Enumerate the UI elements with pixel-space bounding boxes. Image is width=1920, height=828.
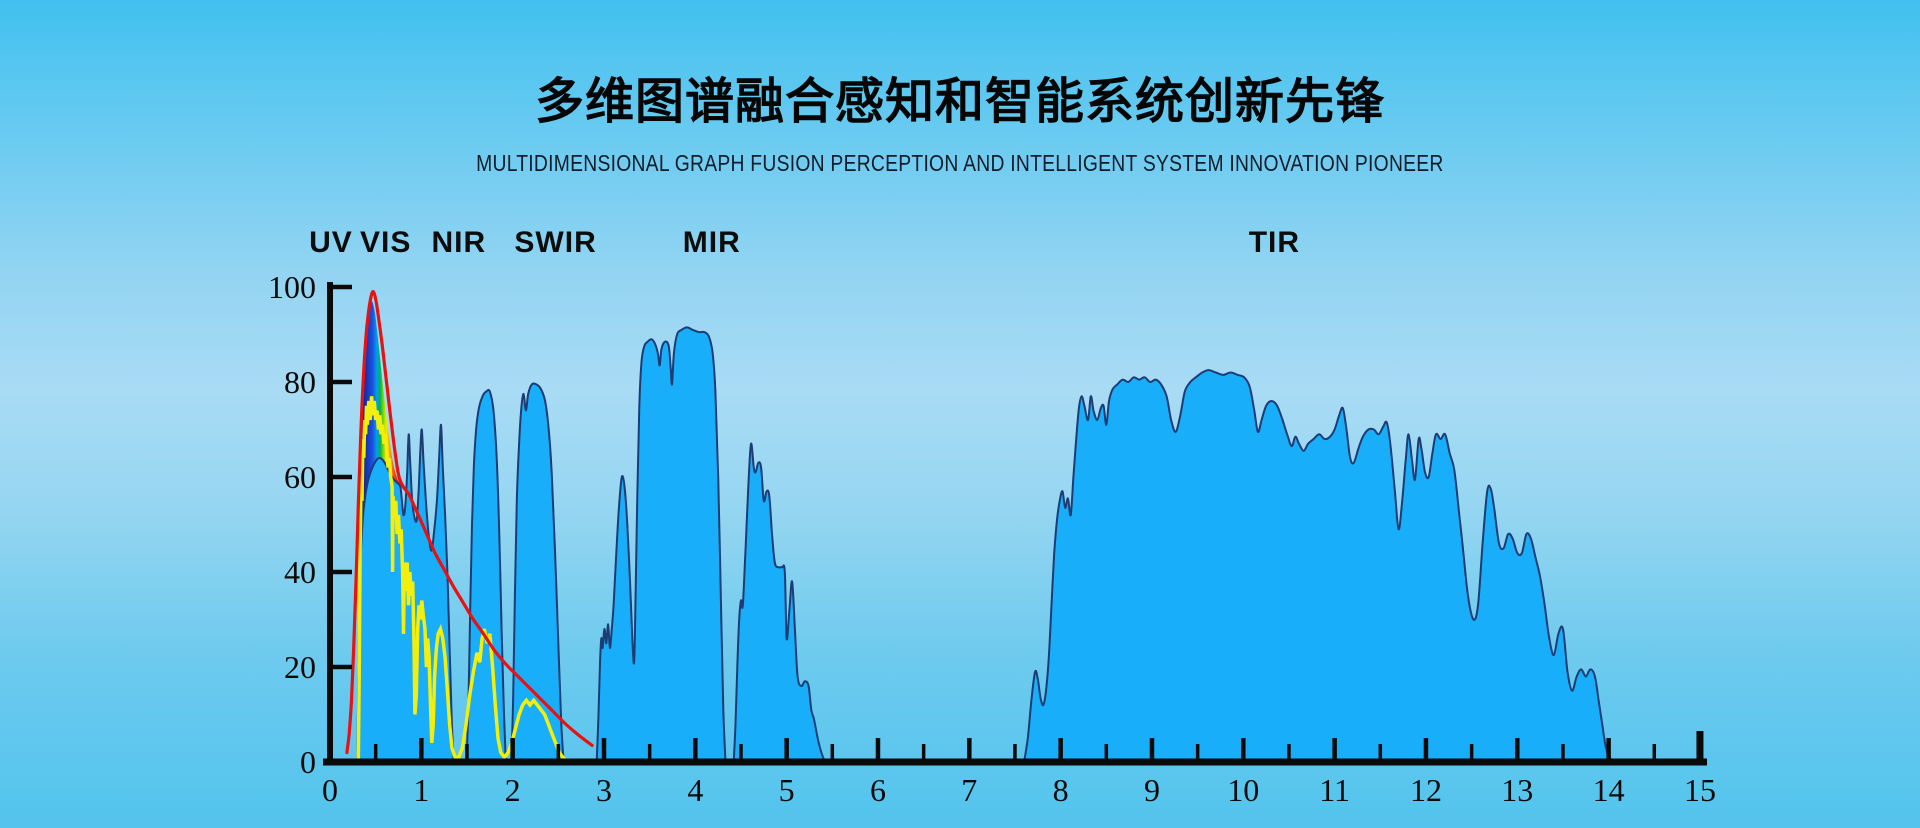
y-tick-label: 40 [284, 554, 316, 590]
x-tick-label: 10 [1227, 772, 1259, 808]
blackbody-curve [345, 290, 594, 755]
transmission-window-4 [595, 326, 727, 763]
y-tick-label: 0 [300, 744, 316, 780]
band-label-swir: SWIR [514, 226, 596, 259]
x-tick-label: 15 [1684, 772, 1716, 808]
x-tick-label: 12 [1410, 772, 1442, 808]
x-tick-label: 13 [1501, 772, 1533, 808]
x-tick-label: 5 [779, 772, 795, 808]
transmission-window-3 [510, 382, 565, 763]
y-tick-label: 100 [268, 269, 316, 305]
band-label-uv: UV [309, 226, 353, 259]
page-title: 多维图谱融合感知和智能系统创新先锋 [534, 75, 1385, 129]
x-tick-label: 7 [961, 772, 977, 808]
band-label-mir: MIR [683, 226, 741, 259]
y-tick-label: 80 [284, 364, 316, 400]
x-tick-label: 9 [1144, 772, 1160, 808]
x-tick-label: 2 [505, 772, 521, 808]
page-subtitle: MULTIDIMENSIONAL GRAPH FUSION PERCEPTION… [476, 150, 1444, 176]
x-tick-label: 3 [596, 772, 612, 808]
transmission-window-5 [732, 442, 826, 763]
transmission-window-2 [465, 388, 507, 763]
x-tick-label: 8 [1053, 772, 1069, 808]
solar-irradiance-curve [356, 396, 569, 764]
x-tick-label: 6 [870, 772, 886, 808]
x-tick-label: 0 [322, 772, 338, 808]
x-tick-label: 4 [687, 772, 703, 808]
band-label-nir: NIR [431, 226, 486, 259]
x-tick-label: 1 [413, 772, 429, 808]
x-tick-label: 14 [1593, 772, 1625, 808]
y-tick-label: 20 [284, 649, 316, 685]
band-label-vis: VIS [360, 226, 411, 259]
page-subtitle-row: MULTIDIMENSIONAL GRAPH FUSION PERCEPTION… [0, 150, 1920, 177]
y-tick-label: 60 [284, 459, 316, 495]
band-label-tir: TIR [1249, 226, 1300, 259]
x-tick-label: 11 [1319, 772, 1350, 808]
transmission-window-6 [1023, 369, 1615, 763]
